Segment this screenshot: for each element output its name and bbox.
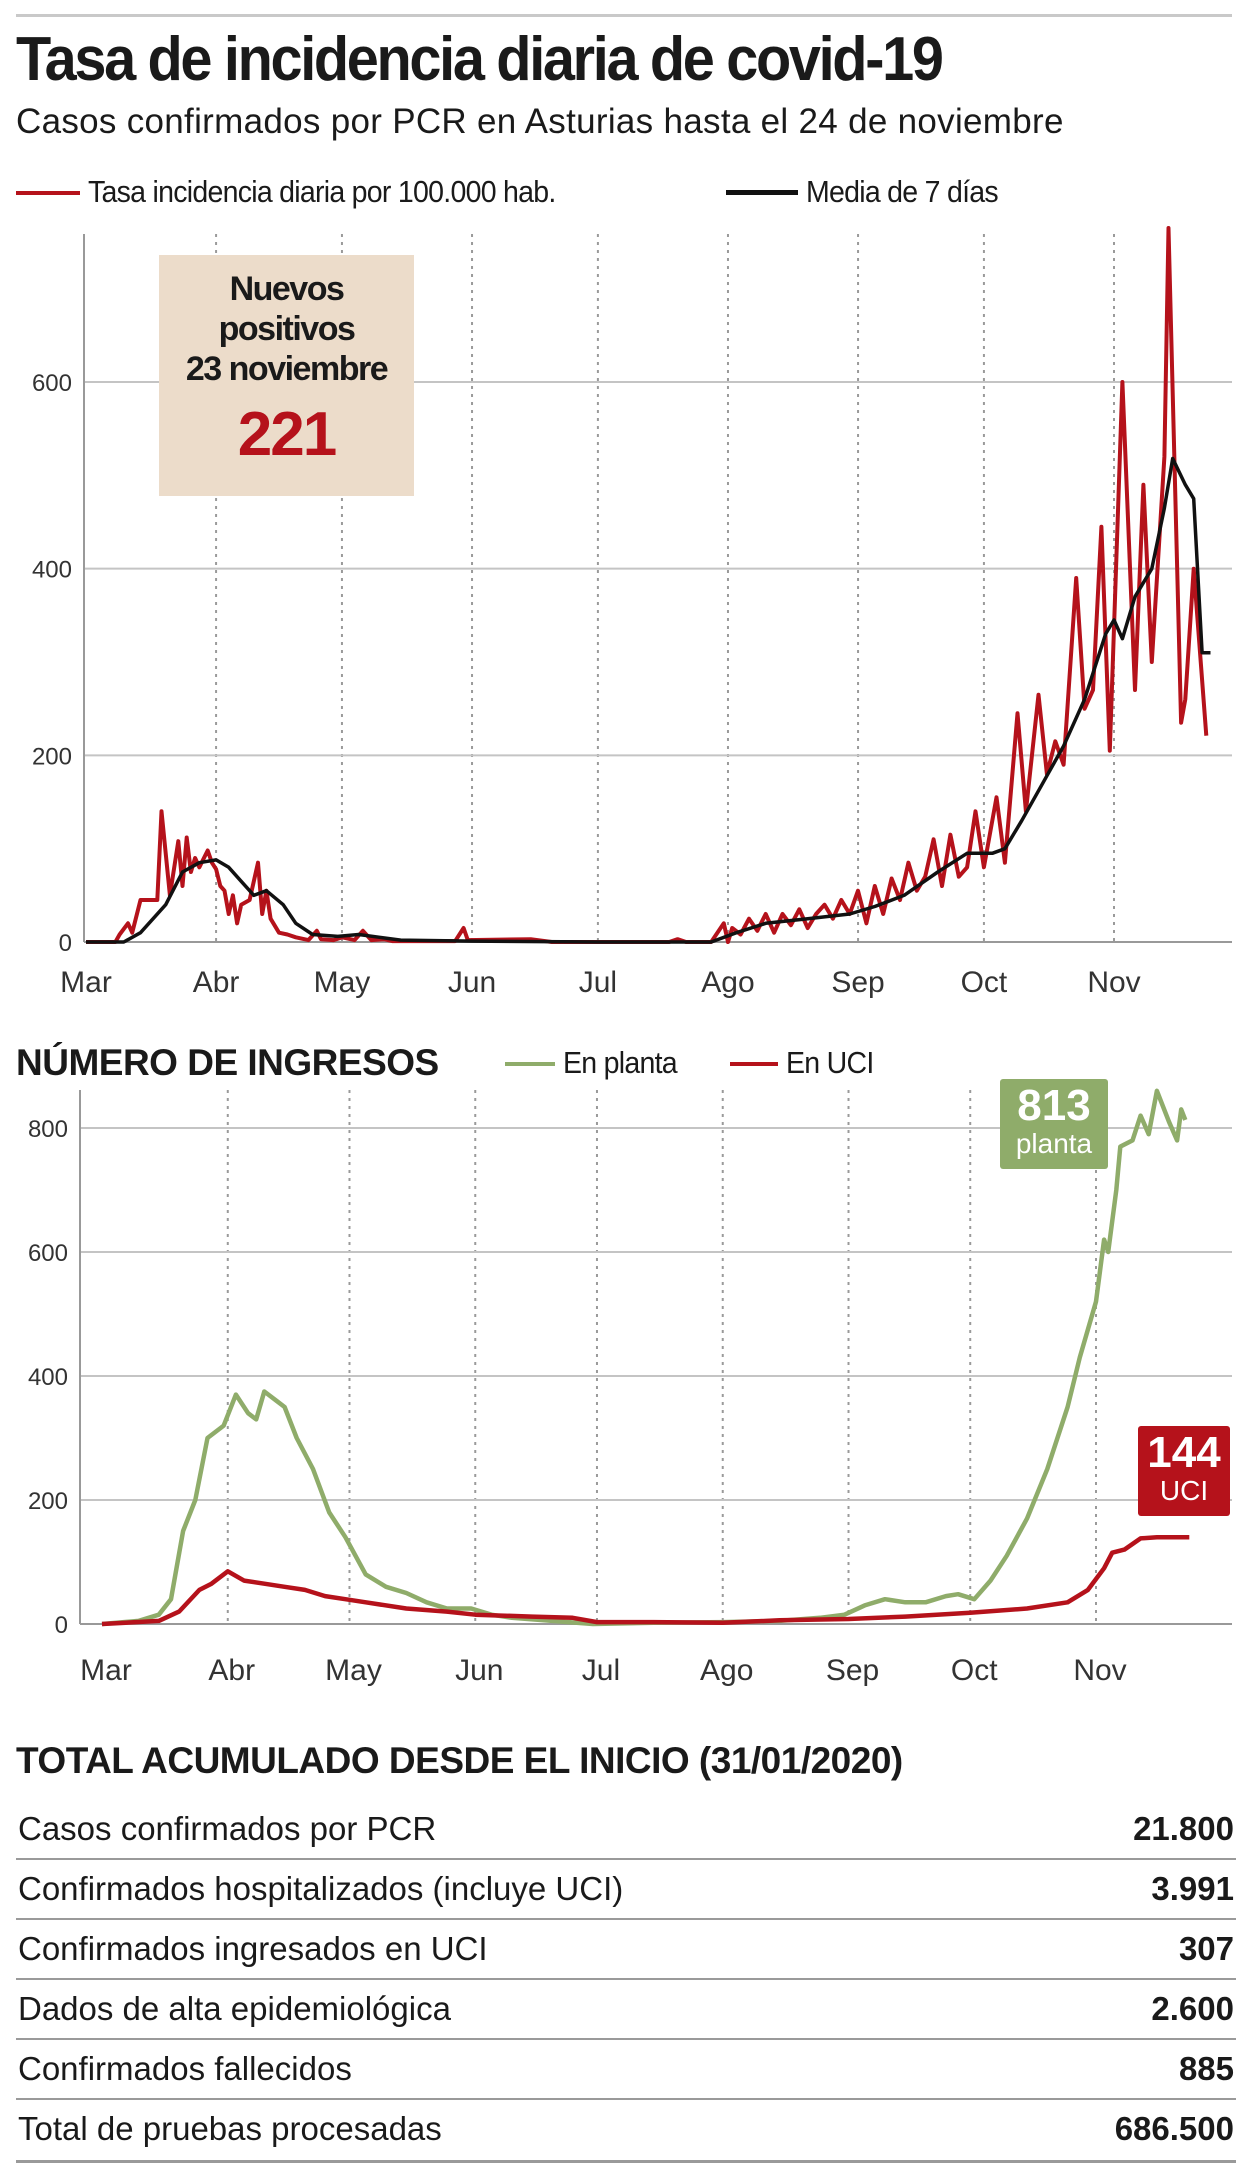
y-tick-label: 600: [28, 1240, 68, 1267]
x-tick-label: Mar: [60, 966, 112, 999]
row-label: Confirmados fallecidos: [18, 2050, 352, 2087]
new-positives-label-1: Nuevos: [229, 270, 345, 308]
page-subtitle: Casos confirmados por PCR en Asturias ha…: [16, 102, 1064, 141]
row-value: 3.991: [1151, 1870, 1234, 1907]
series-line-media-de-7-d-as: [86, 456, 1211, 944]
x-tick-label: Jun: [455, 1654, 503, 1687]
new-positives-label-2: positivos: [218, 310, 356, 348]
icu-callout-value: 144: [1147, 1428, 1221, 1477]
icu-callout-label: UCI: [1159, 1475, 1209, 1506]
x-tick-label: Oct: [961, 966, 1008, 999]
totals-title: TOTAL ACUMULADO DESDE EL INICIO (31/01/2…: [16, 1740, 903, 1781]
x-tick-label: Sep: [826, 1654, 879, 1687]
ward-callout-value: 813: [1017, 1081, 1091, 1130]
x-tick-label: Ago: [700, 1654, 753, 1687]
series-line-en-planta: [101, 1088, 1188, 1627]
y-tick-label: 0: [55, 1612, 68, 1639]
admissions-chart: Mar Abr May Jun Jul Ago Sep Oct Nov 0 200 400 600 800: [28, 1088, 1232, 1687]
table-row: Casos confirmados por PCR 21.800: [16, 1800, 1236, 1860]
row-label: Casos confirmados por PCR: [18, 1810, 437, 1847]
x-tick-label: Ago: [701, 966, 754, 999]
legend-label-ward: En planta: [563, 1045, 678, 1080]
x-tick-label: May: [314, 966, 371, 999]
row-value: 686.500: [1114, 2110, 1234, 2147]
x-tick-label: Jun: [448, 966, 496, 999]
legend-swatch-ward: [505, 1062, 555, 1066]
row-value: 307: [1178, 1930, 1234, 1967]
row-label: Confirmados ingresados en UCI: [18, 1930, 488, 1967]
x-tick-label: Mar: [80, 1654, 132, 1687]
row-label: Confirmados hospitalizados (incluye UCI): [18, 1870, 624, 1907]
table-row: Dados de alta epidemiológica 2.600: [16, 1980, 1236, 2040]
y-tick-label: 400: [32, 557, 72, 584]
table-row: Total de pruebas procesadas 686.500: [16, 2100, 1236, 2158]
x-tick-label: Nov: [1073, 1654, 1126, 1687]
x-tick-label: Abr: [193, 966, 240, 999]
row-value: 2.600: [1151, 1990, 1234, 2027]
legend-swatch-icu: [730, 1062, 778, 1066]
x-tick-label: Jul: [582, 1654, 620, 1687]
table-row: Confirmados hospitalizados (incluye UCI)…: [16, 1860, 1236, 1920]
legend-label-daily-rate: Tasa incidencia diaria por 100.000 hab.: [88, 174, 556, 209]
legend-swatch-7day-mean: [726, 190, 798, 195]
row-value: 21.800: [1133, 1810, 1234, 1847]
x-tick-label: Oct: [951, 1654, 998, 1687]
x-tick-label: Jul: [579, 966, 617, 999]
legend-label-icu: En UCI: [786, 1045, 874, 1080]
incidence-chart: Mar Abr May Jun Jul Ago Sep Oct Nov 0 200 400 600: [32, 226, 1232, 999]
row-label: Dados de alta epidemiológica: [18, 1990, 451, 2027]
table-bottom-rule: [16, 2160, 1236, 2163]
new-positives-date: 23 noviembre: [185, 350, 389, 388]
admissions-title: NÚMERO DE INGRESOS: [16, 1042, 439, 1083]
x-tick-label: May: [325, 1654, 382, 1687]
row-value: 885: [1178, 2050, 1234, 2087]
legend-swatch-daily-rate: [16, 191, 80, 195]
x-tick-label: Sep: [831, 966, 884, 999]
ward-callout-label: planta: [1015, 1128, 1093, 1159]
x-tick-label: Abr: [208, 1654, 255, 1687]
totals-table: Casos confirmados por PCR 21.800 Confirma…: [16, 1800, 1236, 2158]
y-tick-label: 0: [59, 930, 72, 957]
x-tick-label: Nov: [1087, 966, 1140, 999]
new-positives-value: 221: [237, 400, 337, 469]
series-line-en-uci: [101, 1534, 1190, 1627]
row-label: Total de pruebas procesadas: [18, 2110, 442, 2147]
table-row: Confirmados ingresados en UCI 307: [16, 1920, 1236, 1980]
table-row: Confirmados fallecidos 885: [16, 2040, 1236, 2100]
top-rule: [16, 14, 1232, 17]
y-tick-label: 200: [32, 743, 72, 770]
y-tick-label: 400: [28, 1364, 68, 1391]
legend-label-7day-mean: Media de 7 días: [806, 174, 999, 209]
ward-callout: 813 planta: [1000, 1079, 1108, 1169]
page-title: Tasa de incidencia diaria de covid-19: [16, 25, 944, 94]
icu-callout: 144 UCI: [1138, 1426, 1230, 1516]
y-tick-label: 800: [28, 1116, 68, 1143]
new-positives-box: Nuevos positivos 23 noviembre 221: [159, 255, 414, 496]
y-tick-label: 600: [32, 370, 72, 397]
series-line-tasa-incidencia-diaria-por-100-000-hab-: [86, 226, 1209, 944]
y-tick-label: 200: [28, 1488, 68, 1515]
